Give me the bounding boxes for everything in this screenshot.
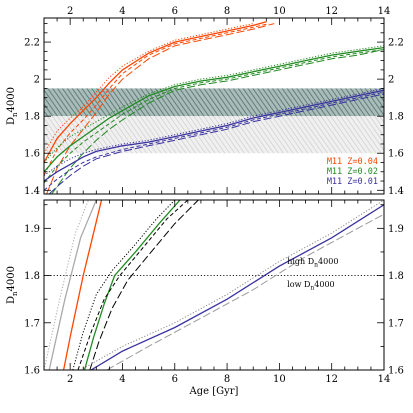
series-line-z001-solid-7 (90, 204, 384, 370)
shaded-band-dark (44, 88, 384, 117)
x-axis-label: Age [Gyr] (189, 386, 239, 397)
series-line-z004-solid-0 (44, 21, 267, 163)
y-tick-label-left: 2.2 (24, 38, 40, 49)
series-line-z002-solid-4 (44, 46, 384, 173)
y-tick-label-left: 1.7 (24, 318, 40, 329)
y-tick-label-right: 2 (388, 75, 394, 86)
series-line-z004-longdash-3 (46, 23, 275, 194)
y-tick-label-right: 1.8 (388, 112, 404, 123)
x-tick-label-top: 14 (378, 6, 391, 17)
shaded-band-light (44, 116, 384, 154)
y-tick-label-right: 1.6 (388, 149, 404, 160)
top-y-axis-label: Dn4000 (6, 87, 19, 125)
series-line-z002-longdash-7 (51, 49, 384, 194)
legend-entry: M11 Z=0.02 (327, 167, 378, 177)
y-tick-label-right: 1.7 (388, 318, 404, 329)
x-tick-label-bottom: 12 (325, 374, 338, 385)
x-tick-label-top: 6 (172, 6, 178, 17)
series-line-z001-longdash-11 (48, 93, 384, 194)
legend-entry: M11 Z=0.04 (327, 157, 378, 167)
y-tick-label-right: 1.8 (388, 271, 404, 282)
series-line-z002-dotted-5 (44, 45, 384, 163)
series-line-z002-solid-3 (83, 200, 181, 370)
bottom-y-axis-label: Dn4000 (6, 266, 19, 304)
legend-entry: M11 Z=0.01 (327, 177, 378, 187)
annotation-high: high Dn4000 (287, 257, 338, 269)
series-line-z002-longdash-6 (89, 200, 199, 370)
series-line-z002-dotted-4 (72, 200, 176, 370)
series-line-z004-shortdash-2 (44, 23, 270, 176)
x-tick-label-top: 10 (273, 6, 286, 17)
y-tick-label-left: 2 (34, 75, 40, 86)
y-tick-label-right: 1.4 (388, 186, 404, 197)
x-tick-label-top: 12 (325, 6, 338, 17)
y-tick-label-left: 1.6 (24, 366, 40, 377)
x-tick-label-bottom: 4 (119, 374, 125, 385)
annotation-low: low Dn4000 (287, 280, 334, 292)
top-panel: 2.2 2.2 2 2 1.8 1.8 1.6 1.6 1.4 1.4 2 4 6 8 10 12 14 Dn4… (6, 6, 404, 197)
series-line-z001-longdash-9 (106, 213, 384, 370)
x-tick-label-bottom: 14 (378, 374, 391, 385)
y-tick-label-left: 1.6 (24, 149, 40, 160)
y-tick-label-left: 1.4 (24, 186, 40, 197)
x-tick-label-bottom: 8 (224, 374, 230, 385)
y-tick-label-left: 1.9 (24, 224, 40, 235)
series-line-z002-shortdash-5 (77, 200, 189, 370)
x-tick-label-bottom: 6 (172, 374, 178, 385)
x-tick-label-top: 4 (119, 6, 125, 17)
y-tick-label-left: 1.8 (24, 112, 40, 123)
series-line-z004-solid-0 (48, 200, 97, 370)
series-line-z001-shortdash-10 (44, 91, 384, 191)
series-line-z004-dotted-1 (44, 23, 254, 154)
x-tick-label-bottom: 10 (273, 374, 286, 385)
series-line-z004-solid-2 (62, 200, 103, 370)
series-line-z002-shortdash-6 (44, 49, 384, 184)
x-tick-label-top: 2 (67, 6, 73, 17)
y-tick-label-left: 1.8 (24, 271, 40, 282)
y-axis-label-text: Dn4000 (6, 266, 19, 304)
y-tick-label-right: 2.2 (388, 38, 404, 49)
y-tick-label-right: 1.9 (388, 224, 404, 235)
top-panel-frame (43, 17, 385, 195)
x-tick-label-top: 8 (224, 6, 230, 17)
bottom-panel-frame (43, 199, 385, 371)
series-line-z004-dotted-1 (44, 200, 89, 370)
series-line-z001-dotted-8 (80, 200, 384, 370)
y-axis-label-text: Dn4000 (6, 87, 19, 125)
series-line-z001-solid-8 (44, 89, 384, 182)
bottom-panel: 1.9 1.9 1.8 1.8 1.7 1.7 1.6 1.6 2 4 6 8 10 12 14 Dn400… (6, 199, 404, 397)
y-tick-label-right: 1.6 (388, 366, 404, 377)
x-tick-label-bottom: 2 (67, 374, 73, 385)
